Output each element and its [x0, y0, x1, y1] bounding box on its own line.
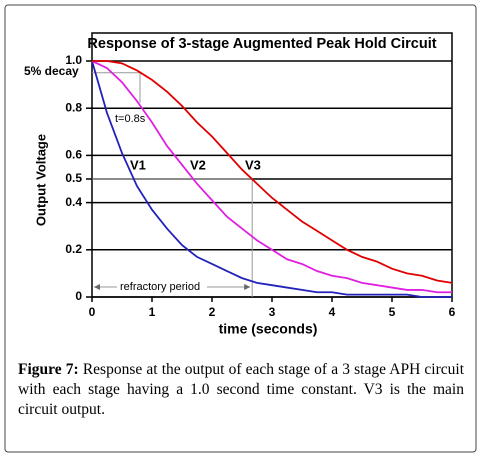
y-tick-label: 0 — [75, 289, 82, 303]
series-line — [92, 60, 453, 284]
caption-text: Response at the output of each stage of … — [18, 361, 464, 418]
y-tick-label: 0.8 — [65, 100, 82, 114]
refractory-label-bg — [117, 280, 207, 294]
x-tick-label: 1 — [149, 305, 156, 319]
x-tick-label: 3 — [269, 305, 276, 319]
series-label: V1 — [130, 157, 146, 172]
x-tick-label: 0 — [89, 305, 96, 319]
annotation: refractory period — [120, 281, 200, 293]
caption: Figure 7: Response at the output of each… — [18, 360, 464, 420]
series-label: V2 — [190, 157, 206, 172]
series-label: V3 — [245, 157, 261, 172]
annotation: 5% decay — [24, 64, 79, 78]
y-tick-label: 0.6 — [65, 148, 82, 162]
arrow-head — [94, 284, 100, 290]
x-tick-label: 6 — [449, 305, 456, 319]
annotation: t=0.8s — [115, 113, 146, 125]
figure-border — [4, 4, 477, 453]
x-tick-label: 4 — [329, 305, 336, 319]
series-line — [91, 60, 452, 298]
y-axis-label: Output Voltage — [33, 134, 48, 226]
arrow-head — [244, 284, 251, 290]
caption-label: Figure 7: — [18, 361, 79, 378]
y-tick-label: 0.5 — [65, 171, 82, 185]
decay-label-bg — [22, 64, 84, 80]
x-tick-label: 5 — [389, 305, 396, 319]
chart-title: Response of 3-stage Augmented Peak Hold … — [87, 36, 436, 52]
plot-frame — [91, 32, 453, 298]
x-tick-label: 2 — [209, 305, 216, 319]
y-tick-label: 1.0 — [65, 53, 82, 67]
y-tick-label: 0.2 — [65, 242, 82, 256]
x-axis-label: time (seconds) — [219, 321, 318, 337]
series-line — [91, 60, 452, 294]
y-tick-label: 0.4 — [65, 195, 82, 209]
